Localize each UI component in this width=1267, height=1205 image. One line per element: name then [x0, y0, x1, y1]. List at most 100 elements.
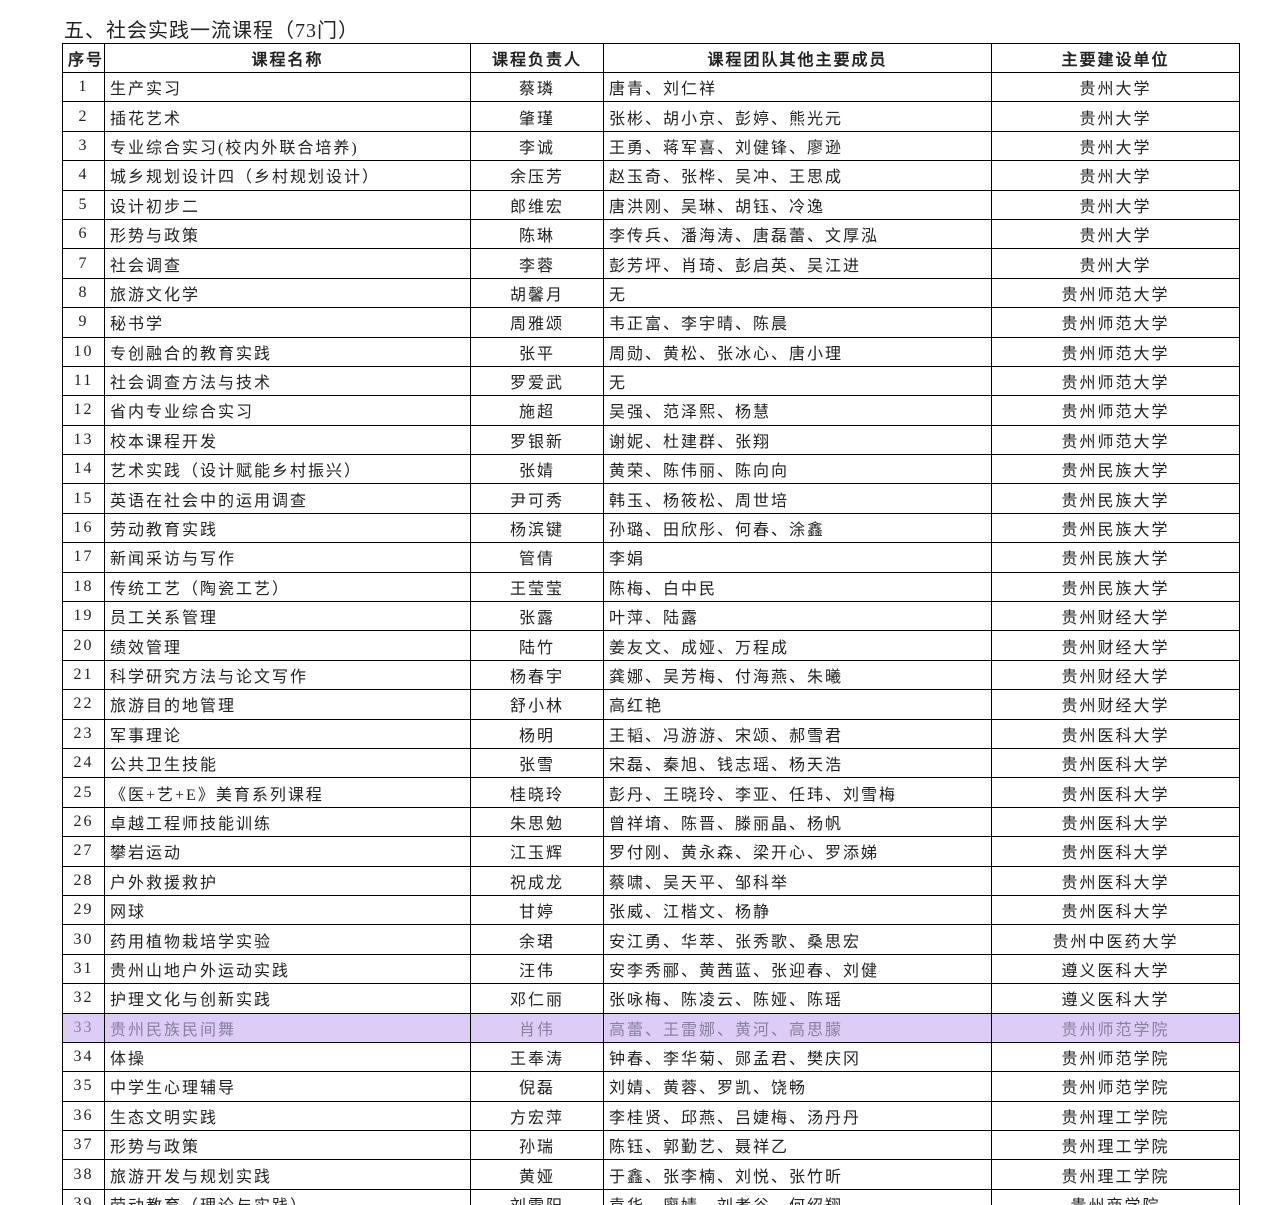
table-cell: 省内专业综合实习: [104, 395, 471, 426]
table-cell: 罗付刚、黄永森、梁开心、罗添娣: [603, 836, 992, 867]
table-row: 22 旅游目的地管理 舒小林 高红艳 贵州财经大学: [62, 689, 1240, 720]
table-row: 28 户外救援救护 祝成龙 蔡啸、吴天平、邹科举 贵州医科大学: [62, 865, 1240, 896]
table-cell: 攀岩运动: [104, 836, 471, 867]
table-cell: 专业综合实习(校内外联合培养): [104, 130, 471, 162]
table-cell: 12: [62, 395, 105, 426]
table-cell: 26: [62, 806, 105, 838]
table-row: 4 城乡规划设计四（乡村规划设计） 余压芳 赵玉奇、张桦、吴冲、王思成 贵州大学: [62, 160, 1240, 191]
table-cell: 插花艺术: [104, 101, 471, 132]
table-cell: 体操: [104, 1041, 471, 1073]
table-cell: 38: [62, 1159, 105, 1190]
table-cell: 谢妮、杜建群、张翔: [603, 424, 992, 456]
table-cell: 6: [62, 218, 105, 250]
table-cell: 高蕾、王雷娜、黄河、高思朦: [603, 1012, 992, 1043]
table-cell: 《医+艺+E》美育系列课程: [104, 777, 471, 808]
table-cell: 姜友文、成娅、万程成: [603, 630, 992, 661]
table-cell: 社会调查方法与技术: [104, 365, 471, 397]
table-cell: 韩玉、杨筱松、周世培: [603, 483, 992, 514]
table-row: 25 《医+艺+E》美育系列课程 桂晓玲 彭丹、王晓玲、李亚、任玮、刘雪梅 贵州医科大学: [62, 777, 1240, 808]
table-row: 27 攀岩运动 江玉辉 罗付刚、黄永森、梁开心、罗添娣 贵州医科大学: [62, 836, 1240, 867]
table-cell: 网球: [104, 894, 471, 926]
table-cell: 贵州民族民间舞: [104, 1012, 471, 1043]
table-cell: 贵州师范大学: [991, 424, 1240, 456]
table-cell: 贵州民族大学: [991, 454, 1240, 485]
table-cell: 蔡啸、吴天平、邹科举: [603, 865, 992, 896]
table-cell: 李传兵、潘海涛、唐磊蕾、文厚泓: [603, 218, 992, 250]
table-row: 16 劳动教育实践 杨滨键 孙璐、田欣彤、何春、涂鑫 贵州民族大学: [62, 512, 1240, 544]
table-cell: 方宏萍: [470, 1100, 604, 1132]
table-cell: 遵义医科大学: [991, 983, 1240, 1014]
table-cell: 1: [62, 71, 105, 103]
table-cell: 倪磊: [470, 1071, 604, 1102]
table-cell: 彭丹、王晓玲、李亚、任玮、刘雪梅: [603, 777, 992, 808]
table-cell: 形势与政策: [104, 1130, 471, 1161]
table-row: 21 科学研究方法与论文写作 杨春宇 龚娜、吴芳梅、付海燕、朱曦 贵州财经大学: [62, 659, 1240, 691]
table-cell: 贵州大学: [991, 218, 1240, 250]
table-cell: 生态文明实践: [104, 1100, 471, 1132]
table-cell: 贵州财经大学: [991, 601, 1240, 632]
title: 五、社会实践一流课程（73门）: [64, 20, 359, 42]
table-cell: 贵州师范大学: [991, 395, 1240, 426]
table-cell: 贵州师范大学: [991, 336, 1240, 367]
table-cell: 7: [62, 248, 105, 279]
table-row: 6 形势与政策 陈琳 李传兵、潘海涛、唐磊蕾、文厚泓 贵州大学: [62, 218, 1240, 250]
table-cell: 33: [62, 1012, 105, 1043]
table-cell: 贵州大学: [991, 160, 1240, 191]
table-row: 5 设计初步二 郎维宏 唐洪刚、吴琳、胡钰、冷逸 贵州大学: [62, 189, 1240, 220]
table-cell: 郎维宏: [470, 189, 604, 220]
table-cell: 科学研究方法与论文写作: [104, 659, 471, 691]
table-row: 19 员工关系管理 张露 叶萍、陆露 贵州财经大学: [62, 601, 1240, 632]
table-cell: 陈琳: [470, 218, 604, 250]
table-row: 24 公共卫生技能 张雪 宋磊、秦旭、钱志瑶、杨天浩 贵州医科大学: [62, 747, 1240, 779]
table-row: 8 旅游文化学 胡馨月无贵州师范大学: [62, 277, 1240, 309]
table-cell: 周勋、黄松、张冰心、唐小理: [603, 336, 992, 367]
table-cell: 39: [62, 1188, 105, 1205]
table-cell: 27: [62, 836, 105, 867]
table-row: 18 传统工艺（陶瓷工艺） 王莹莹 陈梅、白中民 贵州民族大学: [62, 571, 1240, 603]
table-cell: 37: [62, 1130, 105, 1161]
table-cell: 生产实习: [104, 71, 471, 103]
table-cell: 9: [62, 307, 105, 338]
table-cell: 贵州医科大学: [991, 836, 1240, 867]
table-row: 37 形势与政策 孙瑞 陈钰、郭勤艺、聂祥乙 贵州理工学院: [62, 1130, 1240, 1161]
table-cell: 公共卫生技能: [104, 747, 471, 779]
table-cell: 14: [62, 454, 105, 485]
table-row: 13 校本课程开发 罗银新 谢妮、杜建群、张翔 贵州师范大学: [62, 424, 1240, 456]
table-cell: 旅游目的地管理: [104, 689, 471, 720]
table-cell: 唐青、刘仁祥: [603, 71, 992, 103]
column-header: 序号: [62, 43, 105, 73]
table-cell: 袁华、廖婧、刘孝谷、何绍翔: [603, 1188, 992, 1205]
table-cell: 刘雪阳: [470, 1188, 604, 1205]
table-row: 31 贵州山地户外运动实践 汪伟 安李秀郦、黄茜蓝、张迎春、刘健 遵义医科大学: [62, 953, 1240, 985]
table-cell: 高红艳: [603, 689, 992, 720]
table-cell: 张咏梅、陈凌云、陈娅、陈瑶: [603, 983, 992, 1014]
table-cell: 21: [62, 659, 105, 691]
table-cell: 张彬、胡小京、彭婷、熊光元: [603, 101, 992, 132]
table-cell: 贵州民族大学: [991, 483, 1240, 514]
table-cell: 专创融合的教育实践: [104, 336, 471, 367]
table-row: 36 生态文明实践 方宏萍 李桂贤、邱燕、吕婕梅、汤丹丹 贵州理工学院: [62, 1100, 1240, 1132]
table-cell: 安李秀郦、黄茜蓝、张迎春、刘健: [603, 953, 992, 985]
table-cell: 贵州理工学院: [991, 1100, 1240, 1132]
table-cell: 贵州大学: [991, 130, 1240, 162]
table-cell: 贵州医科大学: [991, 806, 1240, 838]
table-cell: 23: [62, 718, 105, 749]
table-cell: 张平: [470, 336, 604, 367]
table-cell: 新闻采访与写作: [104, 542, 471, 573]
table-row: 12 省内专业综合实习 施超 吴强、范泽熙、杨慧 贵州师范大学: [62, 395, 1240, 426]
table-cell: 24: [62, 747, 105, 779]
table-cell: 8: [62, 277, 105, 309]
table-cell: 贵州医科大学: [991, 777, 1240, 808]
table-cell: 王韬、冯游游、宋颂、郝雪君: [603, 718, 992, 749]
table-cell: 杨明: [470, 718, 604, 749]
table-cell: 社会调查: [104, 248, 471, 279]
table-cell: 贵州理工学院: [991, 1130, 1240, 1161]
table-cell: 5: [62, 189, 105, 220]
table-cell: 贵州民族大学: [991, 512, 1240, 544]
table-cell: 护理文化与创新实践: [104, 983, 471, 1014]
table-cell: 管倩: [470, 542, 604, 573]
table-row: 9 秘书学 周雅颂 韦正富、李宇晴、陈晨 贵州师范大学: [62, 307, 1240, 338]
table-cell: 36: [62, 1100, 105, 1132]
table-row: 2 插花艺术 肇瑾 张彬、胡小京、彭婷、熊光元 贵州大学: [62, 101, 1240, 132]
